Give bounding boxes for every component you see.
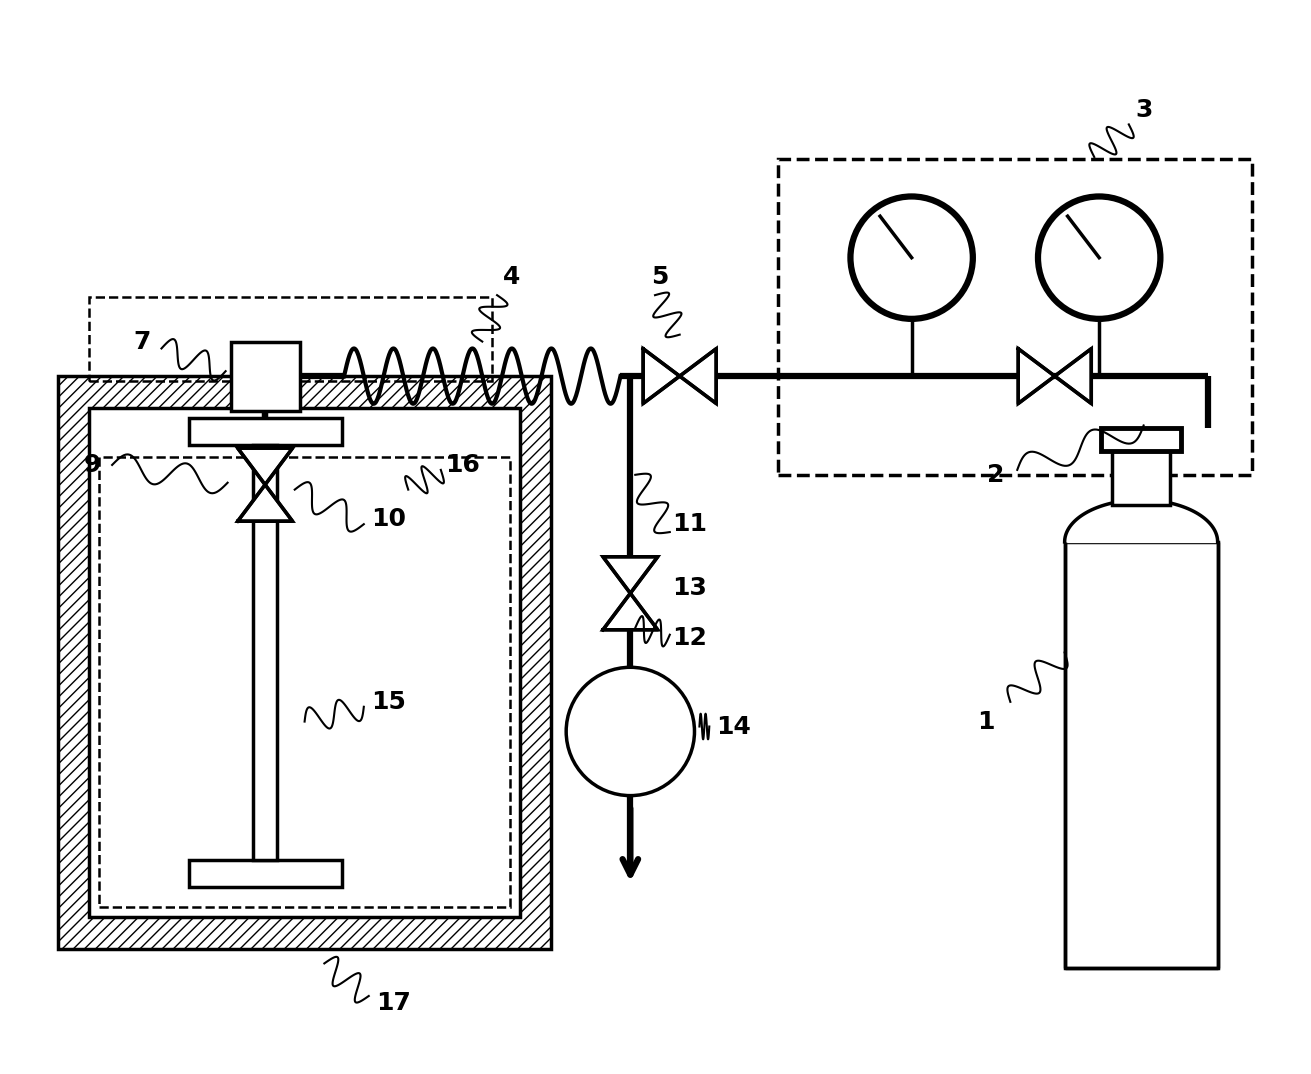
Bar (89, 297, 492, 381)
Text: 2: 2 (987, 463, 1004, 487)
Text: 1: 1 (977, 710, 995, 734)
Polygon shape (237, 448, 292, 484)
Text: 12: 12 (673, 626, 707, 650)
Bar (1101, 427, 1181, 451)
Text: 7: 7 (132, 330, 151, 353)
Text: 4: 4 (503, 265, 520, 289)
Polygon shape (679, 349, 716, 404)
Circle shape (851, 197, 973, 319)
Text: 3: 3 (1135, 98, 1152, 121)
Bar (1112, 451, 1171, 505)
Text: 10: 10 (371, 507, 406, 532)
Text: 11: 11 (673, 512, 707, 536)
Polygon shape (1055, 349, 1091, 404)
Text: 16: 16 (446, 453, 480, 477)
Bar (58, 376, 552, 948)
Bar (189, 860, 342, 887)
Polygon shape (603, 593, 658, 629)
Polygon shape (1019, 349, 1055, 404)
Text: 14: 14 (717, 714, 751, 739)
Text: 13: 13 (673, 577, 707, 600)
Polygon shape (644, 349, 679, 404)
Circle shape (1038, 197, 1160, 319)
Bar (189, 418, 342, 446)
Bar (89, 408, 519, 917)
Text: 15: 15 (371, 690, 406, 714)
Bar (779, 159, 1252, 475)
Text: 9: 9 (84, 453, 101, 477)
Bar (231, 342, 300, 410)
Bar (253, 446, 278, 860)
Polygon shape (603, 556, 658, 593)
Text: 17: 17 (376, 991, 410, 1015)
Bar (100, 458, 510, 908)
Polygon shape (237, 484, 292, 521)
Bar (1065, 542, 1218, 969)
Text: 5: 5 (652, 265, 669, 289)
Bar (89, 408, 519, 917)
Circle shape (566, 667, 695, 796)
